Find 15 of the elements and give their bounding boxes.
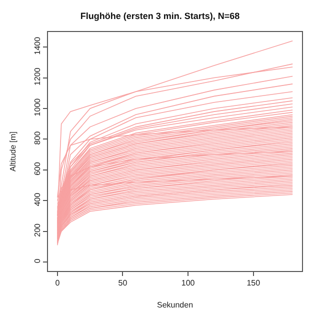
y-tick-label: 0 (32, 258, 42, 264)
y-tick-label: 800 (32, 130, 42, 145)
y-axis-title: Altitude [m] (8, 131, 18, 172)
y-tick-label: 1400 (32, 36, 42, 55)
y-tick-label: 1000 (32, 98, 42, 116)
y-tick-label: 600 (32, 162, 42, 176)
y-tick-label: 200 (32, 222, 42, 237)
x-tick-label: 50 (118, 278, 128, 288)
chart-title: Flughöhe (ersten 3 min. Starts), N=68 (80, 11, 240, 22)
y-tick-label: 400 (32, 192, 42, 206)
x-tick-label: 0 (55, 278, 60, 288)
x-axis-title: Sekunden (156, 300, 194, 310)
x-tick-label: 100 (181, 278, 196, 288)
y-tick-label: 1200 (32, 67, 42, 86)
x-tick-label: 150 (246, 278, 261, 288)
